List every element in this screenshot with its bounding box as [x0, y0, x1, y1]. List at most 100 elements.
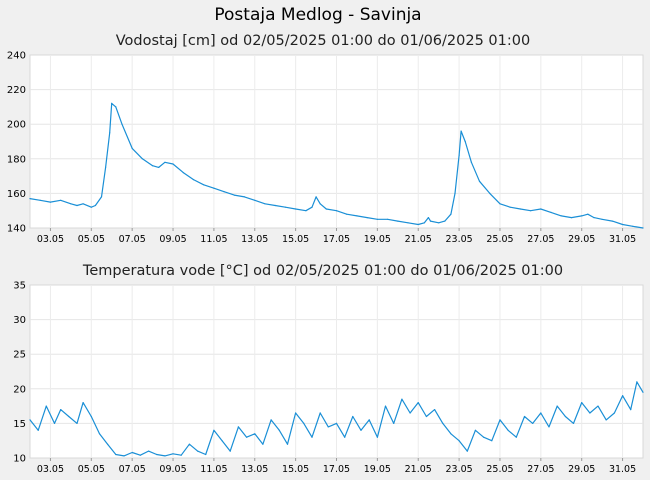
- data-point: [458, 440, 460, 442]
- data-point: [407, 222, 409, 224]
- data-point: [37, 429, 39, 431]
- data-point: [560, 215, 562, 217]
- data-point: [384, 405, 387, 407]
- data-point: [221, 440, 223, 442]
- data-point: [376, 218, 378, 220]
- x-tick-label: 09.05: [159, 464, 186, 475]
- data-point: [295, 208, 297, 210]
- data-point: [460, 130, 462, 132]
- data-point: [572, 422, 575, 424]
- chart-2-title: Temperatura vode [°C] od 02/05/2025 01:0…: [82, 263, 563, 279]
- data-point: [360, 429, 362, 431]
- data-point: [570, 217, 573, 219]
- data-point: [264, 203, 266, 205]
- data-point: [489, 192, 491, 194]
- data-point: [254, 199, 256, 201]
- x-tick-label: 23.05: [445, 234, 472, 245]
- data-point: [601, 218, 603, 220]
- data-point: [352, 415, 354, 418]
- data-point: [325, 208, 327, 210]
- data-point: [401, 398, 403, 400]
- data-point: [319, 412, 321, 414]
- data-point: [45, 405, 47, 407]
- y-tick-label: 180: [7, 154, 26, 165]
- x-tick-label: 07.05: [119, 464, 146, 475]
- data-point: [519, 208, 522, 210]
- data-point: [284, 206, 286, 208]
- data-point: [427, 217, 429, 219]
- data-point: [335, 210, 338, 212]
- data-point: [393, 422, 395, 424]
- data-point: [458, 154, 460, 156]
- data-point: [76, 204, 78, 207]
- x-tick-label: 31.05: [609, 464, 636, 475]
- chart-1-title: Vodostaj [cm] od 02/05/2025 01:00 do 01/…: [116, 33, 530, 49]
- x-tick-label: 29.05: [568, 464, 595, 475]
- data-point: [507, 429, 509, 431]
- data-point: [315, 196, 317, 198]
- data-point: [70, 203, 72, 205]
- data-point: [605, 419, 607, 421]
- x-tick-label: 05.05: [78, 234, 105, 245]
- y-tick-label: 240: [7, 51, 26, 62]
- data-point: [593, 217, 595, 219]
- x-tick-label: 13.05: [241, 234, 268, 245]
- data-point: [642, 391, 644, 393]
- x-tick-label: 13.05: [241, 464, 268, 475]
- data-point: [107, 443, 109, 445]
- data-point: [303, 422, 305, 424]
- x-tick-label: 21.05: [405, 234, 432, 245]
- y-tick-label: 140: [7, 224, 26, 235]
- data-point: [182, 172, 184, 174]
- x-tick-label: 15.05: [282, 464, 309, 475]
- data-point: [478, 180, 481, 182]
- data-point: [39, 199, 41, 201]
- x-tick-label: 03.05: [37, 464, 64, 475]
- data-point: [438, 222, 440, 224]
- x-tick-label: 23.05: [445, 464, 472, 475]
- data-point: [434, 409, 436, 411]
- data-point: [483, 436, 485, 438]
- x-tick-label: 05.05: [78, 464, 105, 475]
- data-point: [499, 203, 501, 205]
- data-point: [587, 213, 589, 215]
- x-tick-label: 31.05: [609, 234, 636, 245]
- data-point: [470, 161, 472, 163]
- x-tick-label: 19.05: [364, 464, 391, 475]
- series-line: [29, 102, 644, 229]
- data-point: [474, 429, 476, 431]
- data-point: [423, 222, 425, 224]
- data-point: [223, 191, 225, 193]
- data-point: [556, 405, 558, 407]
- x-tick-label: 17.05: [323, 234, 350, 245]
- data-point: [131, 451, 133, 454]
- data-point: [305, 210, 307, 212]
- data-point: [548, 426, 550, 428]
- data-point: [254, 433, 256, 435]
- page-title: Postaja Medlog - Savinja: [214, 5, 421, 25]
- x-tick-label: 25.05: [486, 234, 513, 245]
- data-point: [139, 454, 141, 456]
- data-point: [76, 422, 78, 424]
- data-point: [180, 454, 182, 456]
- y-tick-label: 30: [13, 315, 26, 326]
- data-point: [262, 443, 264, 445]
- data-point: [311, 436, 313, 438]
- data-point: [147, 450, 150, 452]
- data-point: [491, 440, 493, 442]
- data-point: [105, 166, 107, 168]
- y-tick-label: 25: [13, 350, 26, 361]
- data-point: [152, 165, 154, 167]
- x-tick-label: 27.05: [527, 234, 554, 245]
- x-tick-label: 15.05: [282, 234, 309, 245]
- y-tick-label: 200: [7, 120, 26, 131]
- x-tick-label: 21.05: [405, 464, 432, 475]
- data-point: [613, 412, 616, 414]
- data-point: [581, 215, 583, 217]
- x-tick-label: 29.05: [568, 234, 595, 245]
- data-point: [90, 206, 92, 208]
- data-point: [630, 409, 632, 411]
- data-point: [509, 206, 511, 208]
